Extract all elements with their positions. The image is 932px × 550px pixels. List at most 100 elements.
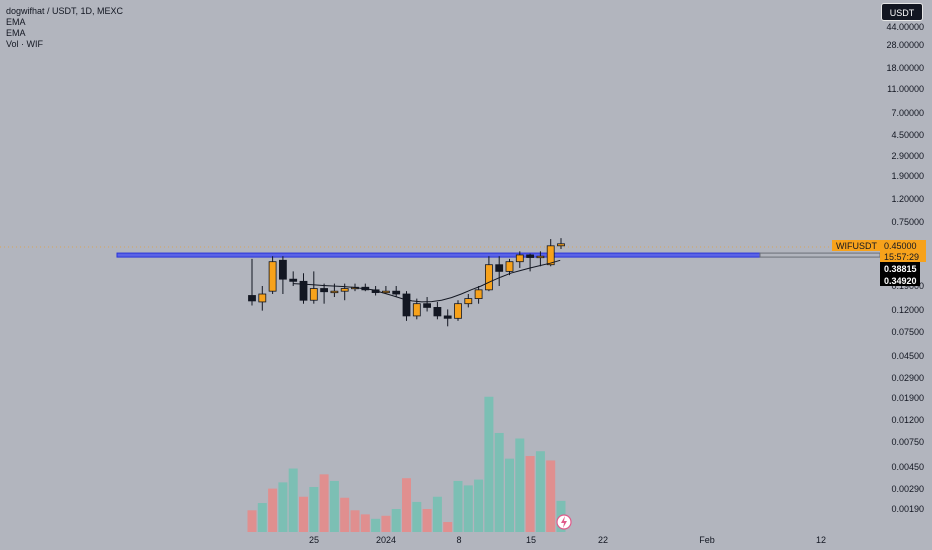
- candle-body: [526, 254, 534, 258]
- volume-bar: [309, 486, 319, 532]
- price-axis-label: 0.12000: [891, 305, 924, 315]
- volume-bar: [257, 503, 267, 532]
- candle-body: [299, 280, 308, 301]
- currency-button[interactable]: USDT: [881, 3, 923, 21]
- price-axis-label: 0.01900: [891, 393, 924, 403]
- legend-ema-1[interactable]: EMA: [6, 17, 26, 27]
- volume-bar: [546, 460, 556, 532]
- volume-bar: [329, 480, 339, 532]
- volume-bar: [381, 515, 391, 532]
- candle-body: [557, 243, 565, 247]
- price-axis-label: 11.00000: [887, 84, 924, 94]
- candle-body: [268, 261, 277, 292]
- time-axis-label: 12: [816, 535, 826, 545]
- time-axis-label: 2024: [376, 535, 396, 545]
- candle-body: [454, 303, 462, 319]
- candle: [443, 309, 452, 327]
- price-axis-label: 7.00000: [891, 108, 924, 118]
- volume-bar: [443, 522, 453, 532]
- volume-bar: [484, 396, 494, 532]
- candle: [278, 256, 287, 295]
- time-axis-label: 22: [598, 535, 608, 545]
- price-axis-label: 44.00000: [886, 22, 924, 32]
- candle-body: [248, 295, 256, 302]
- candle-body: [320, 288, 329, 293]
- countdown-tag: 15:57:29: [884, 252, 919, 262]
- volume-bar: [412, 501, 422, 532]
- time-axis-label: 8: [456, 535, 461, 545]
- countdown-tag-bg: [880, 251, 926, 262]
- price-axis-label: 0.00290: [891, 484, 924, 494]
- level-tag-2: 0.34920: [884, 276, 917, 286]
- candle-body: [546, 245, 555, 266]
- volume-bar: [391, 509, 401, 532]
- volume-bar: [453, 480, 463, 532]
- volume-bar: [350, 510, 360, 532]
- time-axis-label: 15: [526, 535, 536, 545]
- candle: [392, 286, 401, 298]
- candle: [484, 256, 493, 292]
- candle-body: [278, 259, 287, 280]
- legend-ema-2[interactable]: EMA: [6, 28, 26, 38]
- candle: [495, 256, 504, 286]
- time-axis-label: 25: [309, 535, 319, 545]
- volume-bar: [360, 514, 370, 532]
- candle: [248, 258, 256, 306]
- candle: [299, 273, 308, 304]
- price-axis-label: 1.90000: [891, 171, 924, 181]
- candle-body: [536, 255, 545, 259]
- price-axis-label: 0.02900: [891, 373, 924, 383]
- candle-body: [433, 307, 442, 317]
- candle: [464, 294, 473, 308]
- candle: [474, 286, 483, 304]
- candle: [402, 291, 411, 321]
- price-axis-label: 4.50000: [891, 130, 924, 140]
- candle: [320, 283, 329, 304]
- price-axis-label: 0.00190: [891, 504, 924, 514]
- legend-volume[interactable]: Vol · WIF: [6, 39, 44, 49]
- candle: [557, 238, 565, 250]
- volume-bar: [299, 496, 308, 532]
- candle-body: [258, 293, 267, 303]
- price-tags: WIFUSDT 0.45000 15:57:29 0.38815 0.34920: [832, 240, 926, 286]
- candle-body: [495, 264, 504, 272]
- candle: [412, 298, 421, 320]
- price-axis-label: 2.90000: [891, 151, 924, 161]
- volume-bar: [535, 451, 545, 532]
- volume-bar: [319, 474, 329, 532]
- price-axis-label: 0.75000: [891, 217, 924, 227]
- level-tag-1-bg: [880, 262, 920, 274]
- candle-body: [330, 290, 339, 294]
- volume-bar: [278, 482, 288, 532]
- candle: [381, 286, 390, 295]
- candle: [289, 271, 298, 286]
- candle: [505, 258, 514, 276]
- lightning-icon[interactable]: [556, 514, 572, 530]
- price-axis-label: 18.00000: [886, 63, 924, 73]
- ema-line: [293, 259, 561, 303]
- volume-bar: [288, 468, 298, 532]
- volume-bar: [474, 479, 484, 532]
- candle-body: [505, 261, 514, 272]
- candle-body: [392, 290, 401, 295]
- resistance-zone[interactable]: [116, 252, 761, 258]
- time-axis-label: Feb: [699, 535, 715, 545]
- candle-body: [474, 289, 483, 299]
- candle-body: [340, 288, 349, 292]
- volume-bar: [268, 488, 278, 532]
- candle: [433, 301, 442, 320]
- candle-body: [443, 315, 452, 319]
- candle: [258, 286, 267, 311]
- price-axis-label: 28.00000: [886, 40, 924, 50]
- candle: [454, 300, 462, 321]
- price-axis-label: 0.07500: [891, 327, 924, 337]
- volume-bar: [422, 509, 432, 532]
- volume-bar: [402, 478, 411, 532]
- volume-bar: [247, 510, 257, 532]
- candle: [423, 297, 432, 312]
- candle-body: [402, 293, 411, 317]
- volume-bar: [463, 485, 473, 532]
- candle-body: [484, 264, 493, 291]
